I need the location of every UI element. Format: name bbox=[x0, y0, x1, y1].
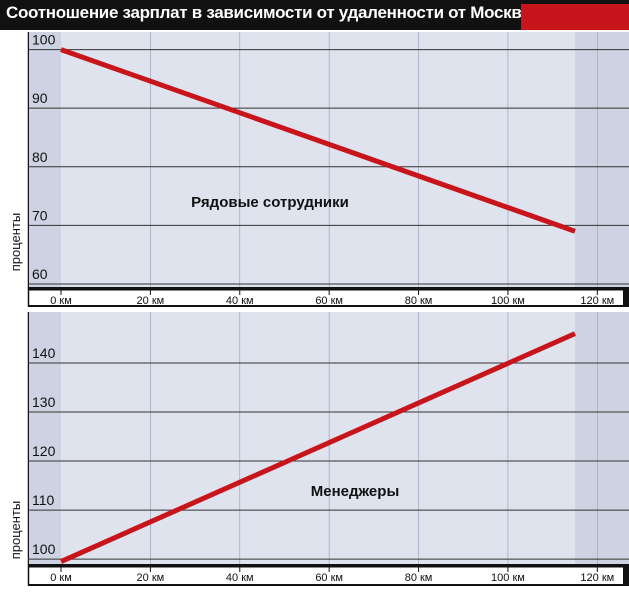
x-tick-label-0: 0 км bbox=[50, 572, 72, 584]
ylabel-margin bbox=[0, 32, 28, 287]
chart-regular-employees: 60 70 80 90 100 проценты Рядовые сотрудники 0 к… bbox=[0, 32, 629, 307]
y-tick-label-120: 120 bbox=[32, 443, 56, 459]
x-tick-label-100: 100 км bbox=[491, 295, 525, 307]
plot-bg-range bbox=[61, 32, 575, 287]
y-tick-label-70: 70 bbox=[32, 207, 48, 223]
x-tick-label-0: 0 км bbox=[50, 295, 72, 307]
x-axis-bottom-border bbox=[28, 584, 629, 586]
y-tick-label-60: 60 bbox=[32, 266, 48, 282]
series-line bbox=[59, 331, 576, 564]
x-tick-label-20: 20 км bbox=[137, 572, 165, 584]
y-tick-label-100: 100 bbox=[32, 32, 56, 48]
y-axis-label: проценты bbox=[8, 213, 23, 272]
series-line bbox=[60, 47, 576, 234]
x-axis-bar bbox=[28, 287, 629, 291]
x-axis-right-border bbox=[623, 564, 629, 586]
x-tick-label-60: 60 км bbox=[315, 295, 343, 307]
y-tick-label-140: 140 bbox=[32, 345, 56, 361]
plot-bg-left bbox=[29, 312, 61, 564]
y-tick-label-80: 80 bbox=[32, 149, 48, 165]
plot-bg-right bbox=[574, 312, 629, 564]
x-tick-label-120: 120 км bbox=[580, 572, 614, 584]
plot-bg-right bbox=[574, 32, 629, 287]
ylabel-margin bbox=[0, 312, 28, 564]
x-tick-label-20: 20 км bbox=[137, 295, 165, 307]
plot-bg-left bbox=[29, 32, 61, 287]
series-annotation: Рядовые сотрудники bbox=[191, 194, 349, 211]
x-tick-label-120: 120 км bbox=[580, 295, 614, 307]
chart-title: Соотношение зарплат в зависимости от уда… bbox=[6, 3, 536, 22]
x-axis-right-border bbox=[623, 287, 629, 307]
x-axis-bottom-border bbox=[28, 305, 629, 307]
x-tick-label-80: 80 км bbox=[405, 572, 433, 584]
y-axis-label: проценты bbox=[8, 501, 23, 560]
x-tick-label-40: 40 км bbox=[226, 572, 254, 584]
chart-managers: 100 110 120 130 140 проценты Менеджеры 0 км 20 к… bbox=[0, 312, 629, 586]
y-tick-label-100: 100 bbox=[32, 541, 56, 557]
x-tick-label-80: 80 км bbox=[405, 295, 433, 307]
x-tick-label-40: 40 км bbox=[226, 295, 254, 307]
x-tick-label-60: 60 км bbox=[315, 572, 343, 584]
title-accent-block bbox=[521, 4, 629, 30]
y-tick-label-90: 90 bbox=[32, 90, 48, 106]
x-axis-bar bbox=[28, 564, 629, 568]
series-annotation: Менеджеры bbox=[311, 483, 400, 500]
y-tick-label-130: 130 bbox=[32, 394, 56, 410]
y-tick-label-110: 110 bbox=[32, 492, 55, 508]
x-tick-label-100: 100 км bbox=[491, 572, 525, 584]
